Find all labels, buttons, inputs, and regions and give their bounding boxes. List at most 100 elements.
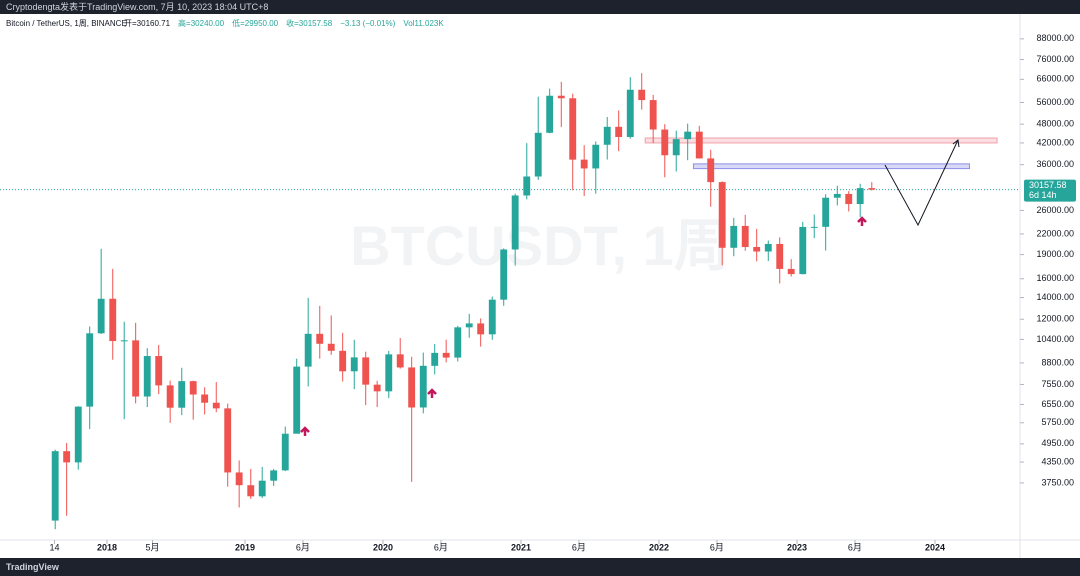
- y-tick-label: 10400.00: [1036, 334, 1074, 344]
- y-tick-label: 16000.00: [1036, 273, 1074, 283]
- x-tick-label: 6月: [296, 542, 310, 552]
- candle-body: [224, 408, 232, 473]
- candle-body: [419, 365, 427, 408]
- ohlc-label: 收=30157.58: [286, 18, 333, 28]
- ohlc-label: Vol11.023K: [403, 19, 444, 28]
- candle-body: [810, 226, 818, 228]
- candle-body: [362, 357, 370, 385]
- candle-body: [201, 394, 209, 403]
- candle-body: [74, 406, 82, 463]
- candle-body: [350, 357, 358, 372]
- chart: BTCUSDT, 1周 Bitcoin / TetherUS, 1周, BINA…: [0, 14, 1080, 558]
- y-tick-label: 8800.00: [1041, 357, 1074, 367]
- x-tick-label: 14: [50, 542, 60, 552]
- candle-body: [293, 366, 301, 434]
- candle-body: [408, 367, 416, 408]
- candle-body: [235, 472, 243, 486]
- candle-body: [707, 158, 715, 183]
- candle-body: [822, 197, 830, 227]
- candle-body: [776, 243, 784, 269]
- x-tick-label: 2020: [373, 542, 393, 552]
- y-tick-label: 88000.00: [1036, 33, 1074, 43]
- candle-body: [592, 144, 600, 169]
- candle-body: [718, 182, 726, 248]
- x-tick-label: 2021: [511, 542, 531, 552]
- x-tick-label: 6月: [434, 542, 448, 552]
- y-tick-label: 26000.00: [1036, 205, 1074, 215]
- candle-body: [247, 485, 255, 497]
- candle-body: [603, 126, 611, 145]
- y-tick-label: 4950.00: [1041, 438, 1074, 448]
- y-tick-label: 19000.00: [1036, 249, 1074, 259]
- candle-body: [638, 89, 646, 101]
- candle-body: [327, 343, 335, 351]
- candle-body: [488, 299, 496, 335]
- candle-body: [454, 327, 462, 358]
- candle-body: [396, 354, 404, 368]
- candle-body: [856, 188, 864, 205]
- price-label: 30157.58: [1029, 180, 1067, 190]
- candle-body: [500, 249, 508, 300]
- x-tick-label: 6月: [572, 542, 586, 552]
- x-tick-label: 2023: [787, 542, 807, 552]
- candle-body: [442, 352, 450, 358]
- countdown: 6d 14h: [1029, 190, 1057, 200]
- candle-body: [212, 402, 220, 409]
- candle-body: [373, 384, 381, 392]
- candle-body: [741, 225, 749, 248]
- candle-body: [695, 131, 703, 159]
- candle-body: [477, 323, 485, 335]
- projection-arrow: [952, 139, 960, 148]
- x-tick-label: 5月: [145, 542, 159, 552]
- candle-body: [189, 381, 197, 395]
- candle-body: [833, 193, 841, 198]
- candle-body: [580, 159, 588, 169]
- candle-body: [385, 354, 393, 392]
- x-tick-label: 2024: [925, 542, 945, 552]
- candle-body: [431, 352, 439, 366]
- candle-body: [753, 247, 761, 252]
- candle-body: [626, 89, 634, 137]
- candle-body: [615, 126, 623, 137]
- candle-body: [270, 470, 278, 481]
- zone: [644, 137, 998, 144]
- ohlc-label: 开=30160.71: [124, 19, 171, 28]
- x-tick-label: 2018: [97, 542, 117, 552]
- price-label-box: [1024, 179, 1076, 202]
- candle-body: [523, 176, 531, 196]
- y-tick-label: 66000.00: [1036, 74, 1074, 84]
- candle-body: [132, 340, 140, 397]
- watermark: BTCUSDT, 1周: [350, 214, 730, 277]
- y-tick-label: 5750.00: [1041, 417, 1074, 427]
- candle-body: [787, 268, 795, 275]
- ohlc-label: 高=30240.00: [178, 18, 225, 28]
- candle-body: [316, 333, 324, 344]
- candle-body: [557, 95, 565, 99]
- y-tick-label: 48000.00: [1036, 119, 1074, 129]
- candle-body: [304, 333, 312, 367]
- candle-body: [465, 323, 473, 328]
- candle-body: [730, 225, 738, 248]
- header: Cryptodengta发表于TradingView.com, 7月 10, 2…: [0, 0, 1080, 14]
- candle-body: [534, 132, 542, 177]
- x-tick-label: 2022: [649, 542, 669, 552]
- x-tick-label: 6月: [710, 542, 724, 552]
- ohlc-label: −3.13 (−0.01%): [340, 19, 395, 28]
- symbol: Bitcoin / TetherUS, 1周, BINANCE: [6, 19, 127, 28]
- y-tick-label: 22000.00: [1036, 228, 1074, 238]
- x-tick-label: 6月: [848, 542, 862, 552]
- candle-body: [166, 385, 174, 408]
- projection: [884, 139, 959, 227]
- candle-body: [109, 298, 117, 342]
- candle-body: [569, 98, 577, 160]
- candle-body: [143, 356, 151, 397]
- candle-body: [155, 356, 163, 386]
- candle-body: [672, 139, 680, 156]
- zone: [692, 163, 970, 170]
- candle-body: [339, 350, 347, 372]
- footer: TradingView: [0, 558, 1080, 576]
- arrow: [427, 388, 437, 398]
- y-tick-label: 6550.00: [1041, 399, 1074, 409]
- y-tick-label: 7550.00: [1041, 379, 1074, 389]
